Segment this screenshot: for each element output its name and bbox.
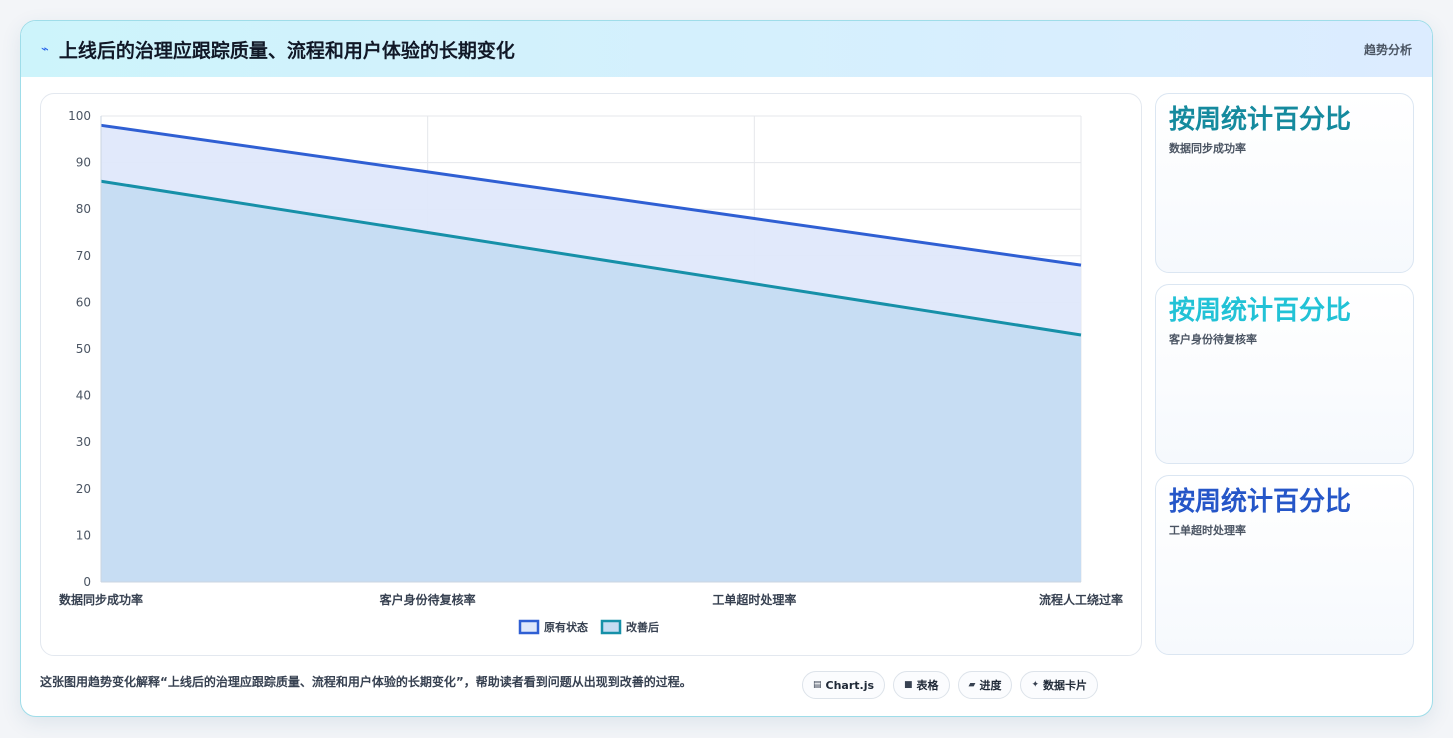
y-tick-label: 10 <box>76 528 91 542</box>
chip-table[interactable]: ■ 表格 <box>893 671 950 699</box>
y-tick-label: 40 <box>76 389 91 403</box>
line-series-1 <box>100 123 1082 267</box>
header-tag[interactable]: 趋势分析 <box>1363 43 1412 57</box>
chip-data-cards[interactable]: ✦ 数据卡片 <box>1020 671 1099 699</box>
area-fill-series-2 <box>101 181 1081 582</box>
y-tick-label: 90 <box>76 156 91 170</box>
chip-label: Chart.js <box>825 678 875 692</box>
card-header: ⌁ 上线后的治理应跟踪质量、流程和用户体验的长期变化 趋势分析 <box>21 21 1432 77</box>
chip-chartjs[interactable]: ▤ Chart.js <box>802 671 886 699</box>
sparkle-icon: ✦ <box>1031 680 1040 690</box>
chart-icon: ▤ <box>813 680 822 690</box>
chip-label: 表格 <box>916 679 939 692</box>
tech-chips: ▤ Chart.js ■ 表格 ▰ 进度 ✦ 数据卡片 <box>802 671 1099 699</box>
legend-swatch-2 <box>600 619 622 635</box>
side-card-subtitle: 客户身份待复核率 <box>1169 333 1257 346</box>
side-card-3: 按周统计百分比 工单超时处理率 <box>1155 475 1414 655</box>
y-tick-label: 80 <box>76 202 91 216</box>
legend-label-1: 原有状态 <box>544 620 588 634</box>
side-card-title: 按周统计百分比 <box>1169 487 1352 517</box>
progress-icon: ▰ <box>968 680 976 690</box>
legend-label-2: 改善后 <box>626 620 659 634</box>
y-tick-label: 0 <box>83 575 91 589</box>
bolt-icon: ⌁ <box>41 41 49 57</box>
y-tick-label: 70 <box>76 249 91 263</box>
chip-progress[interactable]: ▰ 进度 <box>957 671 1013 699</box>
y-tick-label: 30 <box>76 435 91 449</box>
x-tick-label: 工单超时处理率 <box>712 592 796 607</box>
side-card-subtitle: 工单超时处理率 <box>1169 524 1246 537</box>
line-series-2 <box>100 179 1082 337</box>
side-card-subtitle: 数据同步成功率 <box>1169 142 1246 155</box>
x-tick-label: 流程人工绕过率 <box>1039 592 1123 607</box>
side-card-title: 按周统计百分比 <box>1169 105 1352 135</box>
legend-swatch-1 <box>518 619 540 635</box>
page-title: 上线后的治理应跟踪质量、流程和用户体验的长期变化 <box>58 39 515 62</box>
side-card-1: 按周统计百分比 数据同步成功率 <box>1155 93 1414 273</box>
y-tick-label: 20 <box>76 482 91 496</box>
table-icon: ■ <box>904 680 913 690</box>
dashboard-card: ⌁ 上线后的治理应跟踪质量、流程和用户体验的长期变化 趋势分析 0 10 20 30 4… <box>20 20 1433 717</box>
area-chart: 0 10 20 30 40 50 60 70 80 90 100 数据同步成功率 客户身份待复核率 工单超… <box>59 109 1123 635</box>
x-tick-label: 客户身份待复核率 <box>379 592 476 607</box>
side-card-title: 按周统计百分比 <box>1169 296 1352 326</box>
side-card-2: 按周统计百分比 客户身份待复核率 <box>1155 284 1414 464</box>
y-tick-label: 100 <box>68 109 91 123</box>
chart-panel: 0 10 20 30 40 50 60 70 80 90 100 数据同步成功率 客户身份待复核率 工单超… <box>40 93 1142 656</box>
y-tick-label: 50 <box>76 342 91 356</box>
chart-caption: 这张图用趋势变化解释“上线后的治理应跟踪质量、流程和用户体验的长期变化”，帮助读… <box>40 675 692 689</box>
chip-label: 数据卡片 <box>1043 679 1088 692</box>
y-tick-label: 60 <box>76 295 91 309</box>
x-tick-label: 数据同步成功率 <box>59 592 143 607</box>
chip-label: 进度 <box>979 679 1002 692</box>
